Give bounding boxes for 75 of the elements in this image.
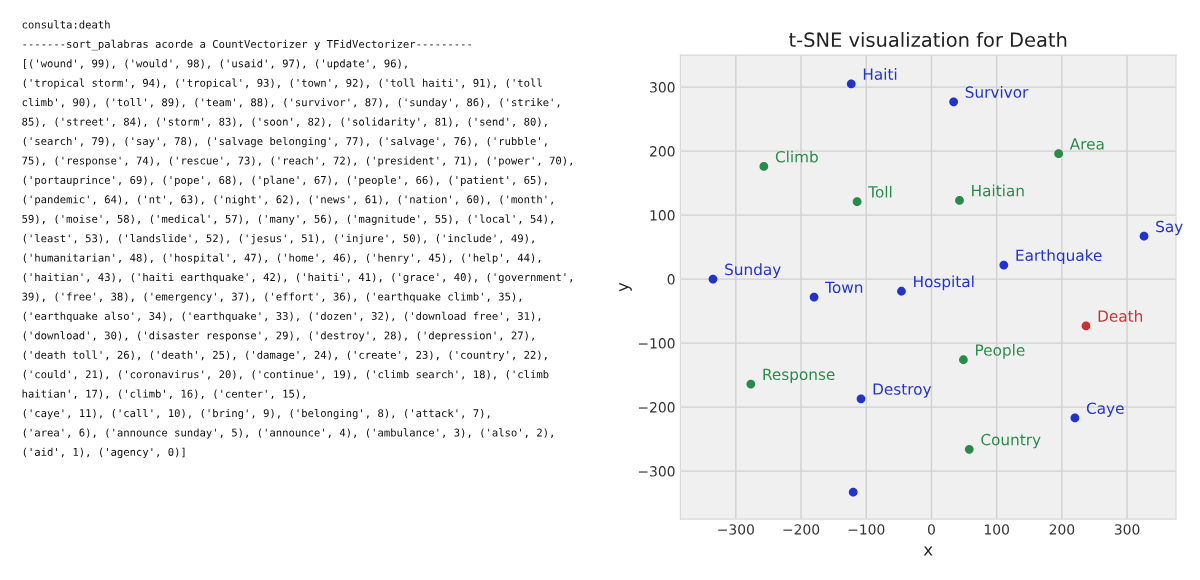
annotation: Toll — [868, 185, 892, 198]
annotation: Area — [1069, 138, 1104, 150]
text: ('pandemic', 64), ('nt', 63), ('night', 62), ('news', 61), ('nation', 60), ('month', — [23, 195, 553, 206]
annotation: Town — [825, 281, 863, 294]
text: ('could', 21), ('coronavirus', 20), ('continue', 19), ('climb search', 18), ('climb — [23, 370, 549, 380]
text: ('least', 53), ('landslide', 52), ('jesus', 51), ('injure', 50), ('include', 49), — [23, 234, 534, 245]
point — [746, 379, 756, 389]
x-tick-label: 200 — [1049, 524, 1075, 535]
point — [852, 197, 862, 207]
x-tick-label: −100 — [848, 524, 885, 535]
text: ('tropical storm', 94), ('tropical', 93), ('town', 92), ('toll haiti', 91), ('toll — [23, 78, 542, 89]
chart-title: t-SNE visualization for Death — [789, 31, 1067, 48]
x-axis-title: x — [923, 546, 933, 556]
annotation: Haitian — [972, 184, 1024, 197]
annotation: Sunday — [725, 263, 781, 279]
point — [809, 292, 819, 302]
point — [708, 274, 718, 284]
x-tick-label: −200 — [783, 524, 820, 535]
annotation: Caye — [1086, 402, 1124, 417]
text: haitian', 17), ('climb', 16), ('center', 15), — [22, 389, 306, 400]
point — [999, 260, 1009, 270]
annotation: Response — [763, 368, 835, 384]
text: ('download', 30), ('disaster response', 29), ('destroy', 28), ('depression', 27), — [23, 331, 534, 342]
text: 59), ('moise', 58), ('medical', 57), ('many', 56), ('magnitude', 55), ('local', 54), — [22, 214, 553, 225]
x-tick-label: −300 — [718, 524, 754, 535]
point — [848, 487, 858, 497]
text: 39), ('free', 38), ('emergency', 37), ('effort', 36), ('earthquake climb', 35), — [22, 292, 522, 303]
point — [1054, 149, 1064, 159]
y-tick-label: 100 — [650, 210, 675, 221]
annotation: Say — [1156, 220, 1183, 236]
y-tick-label: −300 — [638, 466, 675, 477]
text: ('death toll', 26), ('death', 25), ('damage', 24), ('create', 23), ('country', 22), — [23, 350, 547, 361]
annotation: Death — [1098, 310, 1143, 322]
y-tick-label: −100 — [638, 338, 675, 349]
text: ('portauprince', 69), ('pope', 68), ('plane', 67), ('people', 66), ('patient', 65), — [23, 175, 547, 187]
text: ('search', 79), ('say', 78), ('salvage belonging', 77), ('salvage', 76), ('rubble', — [23, 136, 547, 148]
text: [('wound', 99), ('would', 98), ('usaid', 97), ('update', 96), — [23, 59, 407, 70]
annotation: Country — [981, 433, 1041, 449]
x-tick-label: 100 — [984, 524, 1009, 535]
text: ('aid', 1), ('agency', 0)] — [23, 447, 185, 459]
y-tick-label: 0 — [667, 274, 675, 285]
point — [897, 286, 906, 296]
point — [1139, 231, 1149, 241]
point — [964, 444, 974, 454]
point — [759, 162, 769, 171]
text: 75), ('response', 74), ('rescue', 73), ('reach', 72), ('president', 71), ('power', 70), — [22, 156, 573, 167]
text: ('earthquake also', 34), ('earthquake', 33), ('dozen', 32), ('download free', 31), — [23, 311, 541, 323]
point — [856, 394, 866, 404]
annotation: Destroy — [873, 383, 932, 398]
annotation: Climb — [775, 150, 818, 163]
annotation: Earthquake — [1016, 249, 1102, 265]
point — [959, 355, 968, 365]
point — [1081, 321, 1091, 331]
point — [955, 195, 964, 205]
point — [1070, 413, 1080, 423]
text: 85), ('street', 84), ('storm', 83), ('soon', 82), ('solidarity', 81), ('send', 80), — [22, 117, 547, 128]
annotation: Survivor — [965, 86, 1029, 98]
text: ('area', 6), ('announce sunday', 5), ('announce', 4), ('ambulance', 3), ('also', 2), — [23, 428, 553, 439]
y-axis-title: y — [619, 282, 632, 292]
x-tick-label: 300 — [1114, 524, 1140, 535]
y-tick-label: 300 — [650, 82, 675, 93]
x-tick-label: 0 — [927, 524, 935, 535]
point — [846, 79, 856, 89]
text: -------sort_palabras acorde a CountVectorizer y TFidVectorizer--------- — [23, 39, 471, 51]
text: consulta:death — [22, 20, 110, 29]
text: climb', 90), ('toll', 89), ('team', 88), ('survivor', 87), ('sunday', 86), ('strike', — [22, 98, 560, 109]
y-tick-label: 200 — [650, 146, 675, 157]
annotation: People — [976, 343, 1025, 359]
text: ('humanitarian', 48), ('hospital', 47), ('home', 46), ('henry', 45), ('help', 44), — [23, 253, 541, 264]
annotation: Hospital — [914, 275, 974, 291]
y-tick-label: −200 — [638, 402, 675, 413]
annotation: Haiti — [863, 68, 897, 80]
text: ('haitian', 43), ('haiti earthquake', 42), ('haiti', 41), ('grace', 40), ('government', — [23, 272, 573, 284]
point — [949, 97, 959, 107]
text: ('caye', 11), ('call', 10), ('bring', 9), ('belonging', 8), ('attack', 7), — [23, 408, 490, 420]
